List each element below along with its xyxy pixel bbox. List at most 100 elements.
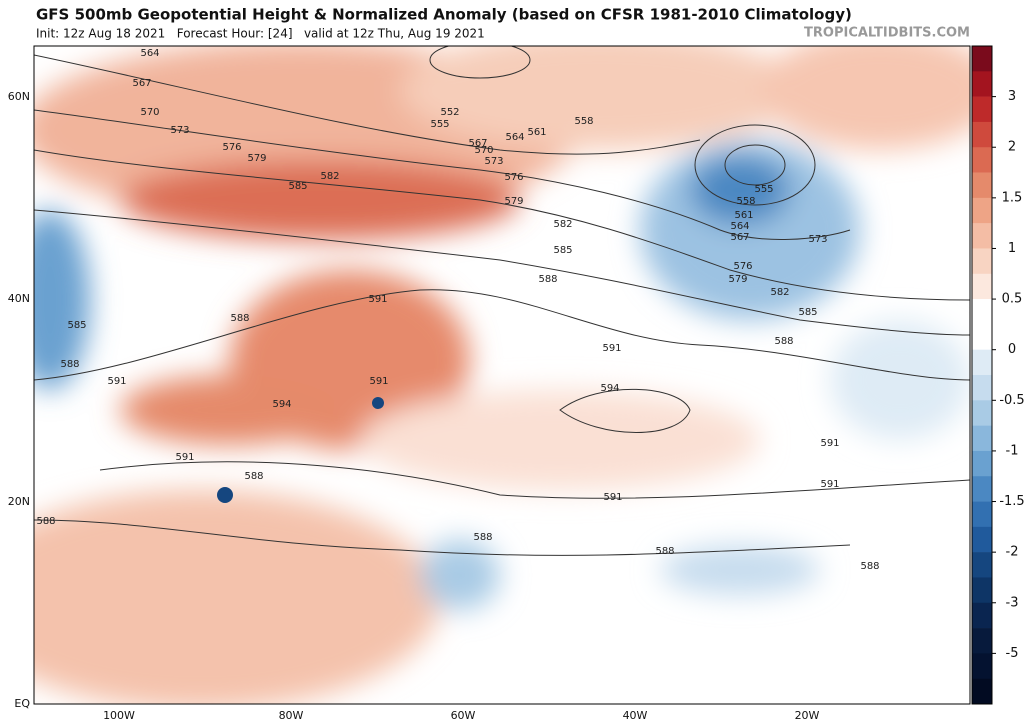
contour-label: 588 xyxy=(860,561,879,572)
lon-label: 40W xyxy=(623,709,648,722)
colorbar-swatch xyxy=(972,526,992,553)
lat-label: 40N xyxy=(8,292,30,305)
colorbar-tick-label: 2 xyxy=(1008,140,1016,155)
contour-label: 573 xyxy=(808,234,827,245)
contour-label: 591 xyxy=(368,294,387,305)
contour-label: 552 xyxy=(440,107,459,118)
contour-label: 588 xyxy=(230,313,249,324)
lat-labels: 60N 40N 20N EQ xyxy=(8,90,31,710)
colorbar-swatch xyxy=(972,46,992,72)
colorbar-swatch xyxy=(972,450,992,477)
colorbar-swatch xyxy=(972,223,992,249)
contour-label: 585 xyxy=(553,245,572,256)
map-frame xyxy=(33,45,971,705)
colorbar-swatch xyxy=(972,273,992,300)
colorbar-swatch xyxy=(972,349,992,376)
colorbar-swatch xyxy=(972,71,992,97)
contour-label: 567 xyxy=(468,138,487,149)
lon-label: 80W xyxy=(279,709,304,722)
lat-label: 60N xyxy=(8,90,30,103)
colorbar-swatch xyxy=(972,653,992,679)
contour-label: 591 xyxy=(820,438,839,449)
contour-label: 588 xyxy=(655,546,674,557)
colorbar: 3 2 1.5 1 0.5 0 -0.5 -1 -1.5 -2 -3 -5 xyxy=(971,45,1024,705)
subtitle: Init: 12z Aug 18 2021 Forecast Hour: [24… xyxy=(36,27,485,41)
colorbar-swatch xyxy=(972,197,992,224)
contour-label: 561 xyxy=(527,127,546,138)
anomaly-field xyxy=(34,46,970,704)
colorbar-tick-label: -1 xyxy=(1006,443,1019,458)
contour-label: 570 xyxy=(140,107,159,118)
lon-label: 20W xyxy=(795,709,820,722)
colorbar-tick-label: 1 xyxy=(1008,241,1016,256)
contour-label: 591 xyxy=(175,452,194,463)
contour-label: 555 xyxy=(430,119,449,130)
colorbar-tick-label: 0 xyxy=(1008,342,1016,357)
contour-label: 588 xyxy=(36,516,55,527)
colorbar-swatch xyxy=(972,172,992,199)
colorbar-swatch xyxy=(972,577,992,604)
colorbar-swatch xyxy=(972,375,992,401)
colorbar-swatch xyxy=(972,400,992,426)
title: GFS 500mb Geopotential Height & Normaliz… xyxy=(36,6,852,24)
colorbar-swatch xyxy=(972,628,992,654)
contour-label: 588 xyxy=(244,471,263,482)
contour-label: 588 xyxy=(774,336,793,347)
colorbar-tick-label: -3 xyxy=(1006,595,1019,610)
credit: TROPICALTIDBITS.COM xyxy=(804,26,970,41)
low-center xyxy=(217,487,233,503)
contour-label: 558 xyxy=(736,196,755,207)
contour-label: 594 xyxy=(600,383,619,394)
colorbar-swatch xyxy=(972,147,992,173)
contour-label: 555 xyxy=(754,184,773,195)
colorbar-tick-label: 0.5 xyxy=(1002,292,1023,307)
contour-label: 591 xyxy=(602,343,621,354)
colorbar-swatch xyxy=(972,324,992,350)
colorbar-tick-label: 1.5 xyxy=(1002,190,1023,205)
colorbar-swatch xyxy=(972,476,992,502)
colorbar-swatch xyxy=(972,425,992,452)
contour-label: 588 xyxy=(60,359,79,370)
colorbar-tick-label: -5 xyxy=(1006,646,1019,661)
colorbar-tick-label: -2 xyxy=(1006,545,1019,560)
colorbar-swatch xyxy=(972,678,992,705)
lon-label: 100W xyxy=(103,709,135,722)
contour-label: 585 xyxy=(798,307,817,318)
lat-label: 20N xyxy=(8,495,30,508)
contour-label: 579 xyxy=(504,196,523,207)
contour-label: 591 xyxy=(107,376,126,387)
contour-label: 582 xyxy=(770,287,789,298)
contour-label: 588 xyxy=(473,532,492,543)
contour-label: 564 xyxy=(505,132,524,143)
contour-label: 582 xyxy=(320,171,339,182)
colorbar-swatch xyxy=(972,552,992,578)
contour-label: 585 xyxy=(288,181,307,192)
colorbar-tick-label: -0.5 xyxy=(999,393,1024,408)
colorbar-swatch xyxy=(972,602,992,629)
contour-label: 585 xyxy=(67,320,86,331)
contour-label: 588 xyxy=(538,274,557,285)
contour-label: 558 xyxy=(574,116,593,127)
colorbar-swatch xyxy=(972,501,992,528)
colorbar-tick-label: 3 xyxy=(1008,89,1016,104)
contour-label: 561 xyxy=(734,210,753,221)
colorbar-swatch xyxy=(972,248,992,275)
contour-label: 576 xyxy=(733,261,752,272)
lon-labels: 100W 80W 60W 40W 20W xyxy=(103,709,819,722)
contour-label: 594 xyxy=(272,399,291,410)
contour-label: 570 xyxy=(474,145,493,156)
contour-label: 579 xyxy=(247,153,266,164)
contour-label: 579 xyxy=(728,274,747,285)
contour-label: 582 xyxy=(553,219,572,230)
contour-label: 591 xyxy=(820,479,839,490)
colorbar-tick-label: -1.5 xyxy=(999,494,1024,509)
contour-label: 567 xyxy=(132,78,151,89)
low-center xyxy=(372,397,384,409)
colorbar-swatch xyxy=(972,299,992,325)
lon-label: 60W xyxy=(451,709,476,722)
contour-label: 576 xyxy=(222,142,241,153)
colorbar-swatch xyxy=(972,121,992,148)
